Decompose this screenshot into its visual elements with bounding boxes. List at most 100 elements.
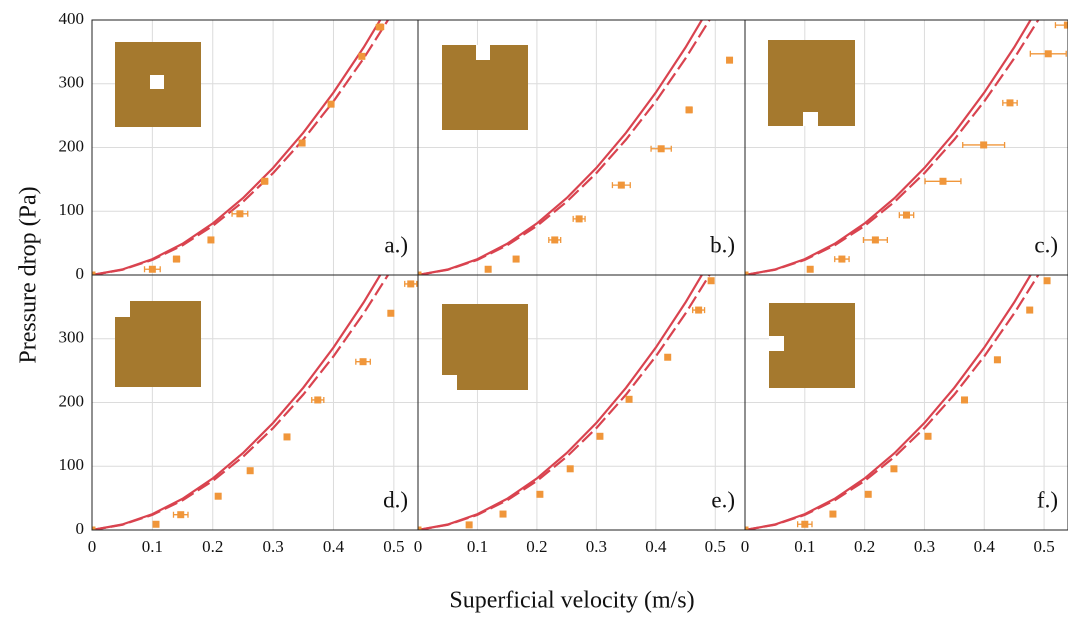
- data-point: [980, 141, 988, 149]
- data-point: [214, 492, 222, 500]
- panel-label: f.): [1037, 487, 1058, 512]
- x-tick-label: 0: [88, 537, 97, 556]
- data-point: [838, 255, 846, 263]
- data-point: [512, 255, 520, 263]
- data-point: [465, 521, 473, 529]
- x-tick-label: 0.3: [262, 537, 283, 556]
- data-point: [801, 520, 809, 528]
- y-tick-label: 200: [59, 391, 85, 410]
- data-point: [695, 306, 703, 314]
- data-point: [864, 490, 872, 498]
- data-point: [806, 265, 814, 273]
- data-point: [575, 215, 583, 223]
- panel-label: a.): [384, 232, 408, 257]
- panel-label: d.): [383, 487, 408, 512]
- inset-hole: [769, 336, 784, 351]
- data-point: [207, 236, 215, 244]
- x-axis-label: Superficial velocity (m/s): [449, 588, 694, 614]
- x-tick-label: 0.2: [202, 537, 223, 556]
- inset-hole: [442, 375, 457, 390]
- data-point: [745, 271, 749, 275]
- x-tick-label: 0.4: [974, 537, 996, 556]
- inset-shape: [768, 40, 855, 126]
- frames: [91, 19, 1068, 531]
- data-point: [1063, 21, 1068, 29]
- y-tick-label: 300: [59, 328, 85, 347]
- data-point: [387, 309, 395, 317]
- data-point: [939, 177, 947, 185]
- data-point: [261, 177, 269, 185]
- panel: [92, 20, 390, 275]
- panel-label: e.): [711, 487, 735, 512]
- data-point: [418, 526, 422, 530]
- data-point: [152, 520, 160, 528]
- model-curve: [418, 275, 711, 530]
- x-tick-label: 0.2: [854, 537, 875, 556]
- x-tick-label: 0.1: [142, 537, 163, 556]
- data-point: [617, 181, 625, 189]
- x-tick-label: 0.1: [794, 537, 815, 556]
- data-point: [148, 265, 156, 273]
- data-point: [1006, 99, 1014, 107]
- model-curve: [745, 20, 1040, 275]
- model-curve: [418, 20, 704, 275]
- data-point: [536, 490, 544, 498]
- insets: [115, 40, 855, 390]
- x-tick-label: 0.1: [467, 537, 488, 556]
- y-tick-label: 100: [59, 200, 85, 219]
- model-curve: [92, 20, 382, 275]
- data-point: [314, 396, 322, 404]
- data-point: [236, 210, 244, 218]
- y-axis-label: Pressure drop (Pa): [16, 186, 42, 363]
- model-curve: [418, 275, 704, 530]
- data-point: [685, 106, 693, 114]
- x-tick-label: 0.5: [383, 537, 404, 556]
- x-tick-label: 0.4: [645, 537, 667, 556]
- model-curve: [92, 20, 390, 275]
- data-point: [376, 23, 384, 31]
- data-point: [890, 465, 898, 473]
- x-tick-label: 0: [741, 537, 750, 556]
- inset-hole: [476, 45, 490, 60]
- model-curve: [745, 275, 1032, 530]
- panel: [418, 275, 715, 530]
- data-point: [358, 52, 366, 60]
- inset-hole: [803, 112, 818, 126]
- model-curve: [418, 20, 711, 275]
- data-point: [418, 271, 422, 275]
- data-point: [407, 280, 415, 288]
- data-point: [829, 510, 837, 518]
- data-point: [1044, 50, 1052, 58]
- data-point: [566, 465, 574, 473]
- data-point: [298, 139, 306, 147]
- data-point: [92, 271, 96, 275]
- data-point: [726, 56, 734, 64]
- inset-hole: [150, 75, 164, 89]
- model-curve: [92, 275, 382, 530]
- data-point: [92, 526, 96, 530]
- x-tick-label: 0.2: [526, 537, 547, 556]
- data-point: [871, 236, 879, 244]
- y-tick-label: 100: [59, 455, 85, 474]
- data-point: [359, 358, 367, 366]
- panel: [745, 275, 1051, 530]
- x-tick-label: 0.4: [323, 537, 345, 556]
- x-tick-label: 0: [414, 537, 423, 556]
- model-curve: [745, 275, 1040, 530]
- data-point: [1043, 277, 1051, 285]
- data-point: [625, 395, 633, 403]
- panel-label: b.): [710, 232, 735, 257]
- data-point: [657, 145, 665, 153]
- data-point: [961, 396, 969, 404]
- x-tick-label: 0.5: [705, 537, 726, 556]
- data-point: [283, 433, 291, 441]
- y-tick-label: 0: [76, 264, 85, 283]
- labels: Pressure drop (Pa) Superficial velocity …: [16, 9, 1059, 614]
- data-point: [177, 511, 185, 519]
- y-tick-label: 400: [59, 9, 85, 28]
- data-point: [499, 510, 507, 518]
- data-point: [551, 236, 559, 244]
- x-tick-label: 0.3: [914, 537, 935, 556]
- data-point: [745, 526, 749, 530]
